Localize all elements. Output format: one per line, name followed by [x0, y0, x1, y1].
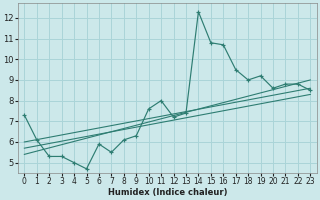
X-axis label: Humidex (Indice chaleur): Humidex (Indice chaleur) [108, 188, 227, 197]
